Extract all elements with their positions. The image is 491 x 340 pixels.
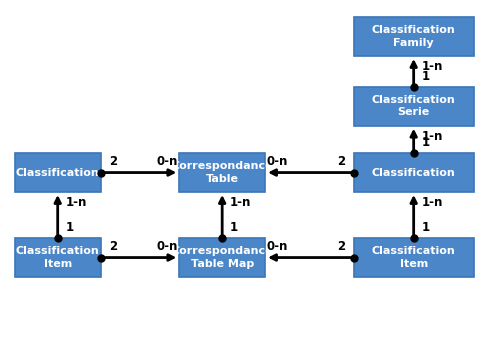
Text: Correspondance
Table Map: Correspondance Table Map: [171, 246, 273, 269]
FancyBboxPatch shape: [15, 238, 101, 277]
Text: Classification
Serie: Classification Serie: [372, 95, 456, 117]
FancyBboxPatch shape: [179, 238, 265, 277]
Text: Correspondance
Table: Correspondance Table: [171, 162, 273, 184]
FancyBboxPatch shape: [15, 153, 101, 192]
Text: 1-n: 1-n: [421, 196, 443, 209]
Text: 0-n: 0-n: [267, 240, 288, 253]
Text: Classification
Item: Classification Item: [16, 246, 100, 269]
FancyBboxPatch shape: [354, 17, 474, 56]
Text: 0-n: 0-n: [267, 155, 288, 168]
Text: 1: 1: [421, 221, 430, 234]
Text: Classification
Family: Classification Family: [372, 26, 456, 48]
Text: 2: 2: [109, 155, 117, 168]
Text: 2: 2: [337, 155, 345, 168]
Text: 0-n: 0-n: [156, 155, 178, 168]
FancyBboxPatch shape: [179, 153, 265, 192]
Text: 2: 2: [109, 240, 117, 253]
Text: Classification
Item: Classification Item: [372, 246, 456, 269]
Text: 1: 1: [421, 70, 430, 83]
Text: 2: 2: [337, 240, 345, 253]
FancyBboxPatch shape: [354, 87, 474, 126]
Text: Classification: Classification: [16, 168, 100, 177]
Text: 1: 1: [421, 136, 430, 149]
Text: 1-n: 1-n: [230, 196, 251, 209]
Text: 1-n: 1-n: [421, 130, 443, 143]
Text: 1-n: 1-n: [66, 196, 87, 209]
Text: Classification: Classification: [372, 168, 456, 177]
FancyBboxPatch shape: [354, 153, 474, 192]
FancyBboxPatch shape: [354, 238, 474, 277]
Text: 1-n: 1-n: [421, 60, 443, 73]
Text: 1: 1: [230, 221, 238, 234]
Text: 0-n: 0-n: [156, 240, 178, 253]
Text: 1: 1: [66, 221, 74, 234]
